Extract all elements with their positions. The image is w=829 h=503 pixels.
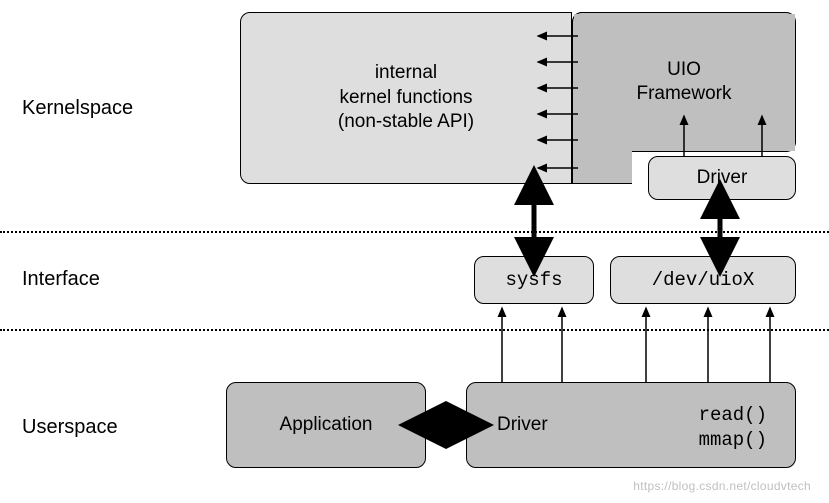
call-read: read() xyxy=(699,403,767,428)
separator-2 xyxy=(0,329,829,331)
label-interface: Interface xyxy=(22,268,100,291)
uio-framework-text: UIO Framework xyxy=(572,12,796,152)
kf-line3: (non-stable API) xyxy=(338,110,474,135)
driver-user-label: Driver xyxy=(497,414,548,436)
node-driver-user: Driver read() mmap() xyxy=(466,382,796,468)
node-application: Application xyxy=(226,382,426,468)
uio-t2: Framework xyxy=(636,82,731,106)
driver-user-calls: read() mmap() xyxy=(699,403,767,452)
diagram-canvas: Kernelspace Interface Userspace UIO Fram… xyxy=(0,0,829,503)
node-dev-uiox: /dev/uioX xyxy=(610,256,796,304)
node-kernel-functions: internal kernel functions (non-stable AP… xyxy=(240,12,572,184)
kf-line1: internal xyxy=(375,61,437,86)
call-mmap: mmap() xyxy=(699,428,767,453)
node-sysfs: sysfs xyxy=(474,256,594,304)
uio-t1: UIO xyxy=(667,58,701,82)
label-kernelspace: Kernelspace xyxy=(22,97,133,120)
label-userspace: Userspace xyxy=(22,416,118,439)
separator-1 xyxy=(0,231,829,233)
arrows-user-to-devuio xyxy=(646,308,770,382)
kf-line2: kernel functions xyxy=(339,86,472,111)
watermark: https://blog.csdn.net/cloudvtech xyxy=(633,479,811,493)
arrows-user-to-sysfs xyxy=(502,308,562,382)
node-driver-kernel: Driver xyxy=(648,156,796,200)
